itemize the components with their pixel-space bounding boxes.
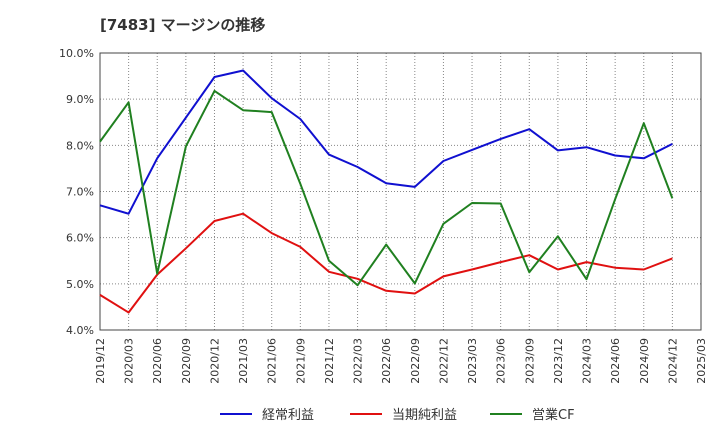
y-tick-label: 6.0% [66,232,94,245]
y-tick-label: 7.0% [66,186,94,199]
x-tick-label: 2024/09 [638,338,651,384]
chart-title: [7483] マージンの推移 [100,16,266,34]
y-tick-label: 8.0% [66,139,94,152]
x-tick-label: 2022/09 [409,338,422,384]
x-tick-label: 2020/12 [208,338,221,384]
x-tick-label: 2023/12 [552,338,565,384]
x-tick-label: 2025/03 [695,338,708,384]
x-tick-label: 2024/03 [581,338,594,384]
x-tick-label: 2021/06 [266,338,279,384]
y-tick-label: 10.0% [59,47,94,60]
x-tick-label: 2020/09 [180,338,193,384]
x-tick-label: 2020/06 [151,338,164,384]
x-tick-label: 2022/12 [437,338,450,384]
legend-label: 当期純利益 [392,408,457,423]
x-tick-label: 2024/06 [609,338,622,384]
plot-frame [99,52,702,331]
x-tick-label: 2019/12 [94,338,107,384]
x-tick-label: 2021/03 [237,338,250,384]
y-tick-label: 5.0% [66,278,94,291]
y-tick-label: 4.0% [66,324,94,337]
series-line-3 [99,89,674,287]
legend-label: 経常利益 [262,408,314,423]
x-tick-label: 2023/03 [466,338,479,384]
x-tick-label: 2023/06 [495,338,508,384]
x-tick-label: 2022/06 [380,338,393,384]
x-tick-label: 2021/12 [323,338,336,384]
x-tick-label: 2022/03 [352,338,365,384]
x-tick-label: 2020/03 [123,338,136,384]
y-tick-label: 9.0% [66,93,94,106]
x-tick-label: 2021/09 [294,338,307,384]
series-line-1 [99,69,673,215]
x-tick-label: 2024/12 [666,338,679,384]
x-tick-label: 2023/09 [523,338,536,384]
legend-label: 営業CF [532,407,575,423]
